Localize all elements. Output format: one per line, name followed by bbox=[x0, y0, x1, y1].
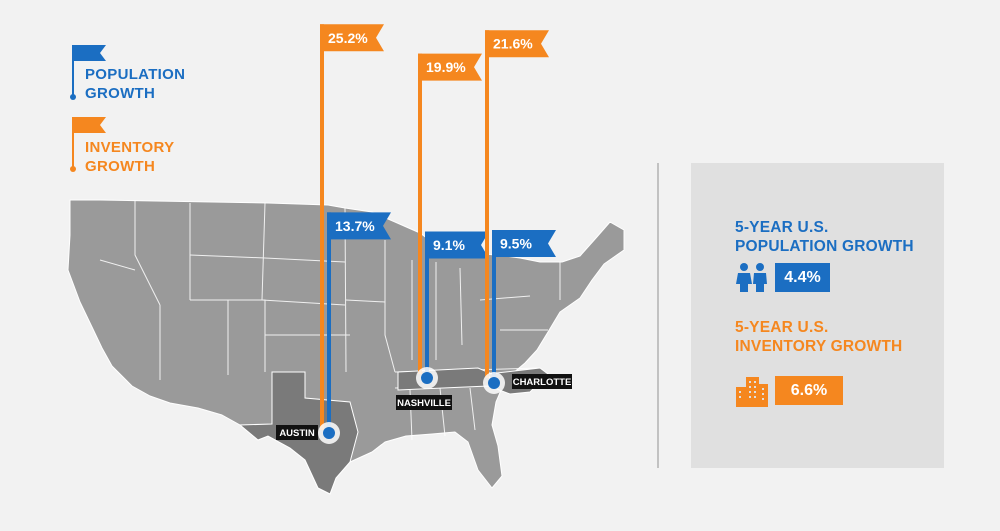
inventory-pole-austin: 25.2% bbox=[320, 24, 384, 430]
inventory-title-line2: INVENTORY GROWTH bbox=[735, 338, 903, 355]
people-icon bbox=[736, 263, 767, 292]
city-label-nashville: NASHVILLE bbox=[396, 395, 452, 410]
inventory-pole-austin-label: 25.2% bbox=[328, 30, 368, 46]
population-pole-charlotte-label: 9.5% bbox=[500, 236, 532, 252]
legend-population-label: POPULATION GROWTH bbox=[85, 65, 185, 103]
population-title-line1: 5-YEAR U.S. bbox=[735, 219, 829, 236]
population-title-line2: POPULATION GROWTH bbox=[735, 238, 914, 255]
divider bbox=[657, 163, 659, 468]
buildings-icon bbox=[736, 377, 768, 407]
population-pole-charlotte: 9.5% bbox=[492, 230, 556, 383]
city-name-nashville: NASHVILLE bbox=[397, 398, 451, 409]
inventory-pole-nashville: 19.9% bbox=[418, 53, 482, 374]
population-pole-nashville: 9.1% bbox=[425, 231, 489, 378]
population-flag-icon bbox=[70, 45, 106, 100]
city-name-austin: AUSTIN bbox=[279, 428, 315, 439]
legend bbox=[70, 45, 106, 172]
legend-population-line2: GROWTH bbox=[85, 85, 156, 102]
inventory-pole-charlotte-label: 21.6% bbox=[493, 36, 533, 52]
legend-population-line1: POPULATION bbox=[85, 66, 186, 83]
tennessee-state bbox=[397, 367, 493, 391]
city-name-charlotte: CHARLOTTE bbox=[513, 377, 572, 388]
population-value-badge: 4.4% bbox=[775, 263, 830, 292]
national-stats-panel: 5-YEAR U.S. POPULATION GROWTH 4.4% 5-YEA… bbox=[691, 163, 944, 468]
population-panel-title: 5-YEAR U.S. POPULATION GROWTH bbox=[735, 218, 914, 256]
inventory-title-line1: 5-YEAR U.S. bbox=[735, 319, 829, 336]
inventory-pole-nashville-label: 19.9% bbox=[426, 59, 466, 75]
inventory-panel-title: 5-YEAR U.S. INVENTORY GROWTH bbox=[735, 318, 902, 356]
inventory-value-badge: 6.6% bbox=[775, 376, 843, 405]
city-marker-charlotte bbox=[483, 372, 505, 394]
legend-inventory-line1: INVENTORY bbox=[85, 139, 175, 156]
city-marker-nashville bbox=[416, 367, 438, 389]
city-label-charlotte: CHARLOTTE bbox=[512, 374, 572, 389]
population-pole-austin: 13.7% bbox=[327, 212, 391, 433]
city-marker-austin bbox=[318, 422, 340, 444]
legend-inventory-line2: GROWTH bbox=[85, 158, 156, 175]
inventory-flag-icon bbox=[70, 117, 106, 172]
population-pole-nashville-label: 9.1% bbox=[433, 237, 465, 253]
inventory-pole-charlotte: 21.6% bbox=[485, 30, 549, 378]
legend-inventory-label: INVENTORY GROWTH bbox=[85, 138, 174, 176]
city-label-austin: AUSTIN bbox=[276, 425, 318, 440]
population-pole-austin-label: 13.7% bbox=[335, 218, 375, 234]
